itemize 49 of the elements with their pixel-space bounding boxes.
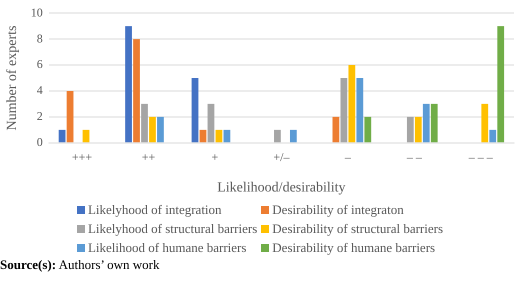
bar: [332, 116, 340, 142]
bar: [66, 90, 74, 142]
bar: [149, 116, 156, 142]
y-tick-label: 2: [36, 109, 43, 124]
bar: [216, 130, 222, 142]
bar: [125, 26, 132, 142]
x-tick-label: – –: [406, 150, 423, 164]
legend-label: Desirability of integraton: [272, 202, 404, 218]
x-tick-label: – – –: [468, 150, 494, 164]
bar: [430, 104, 438, 142]
bar: [356, 78, 364, 142]
x-axis-title: Likelihood/desirability: [217, 180, 346, 196]
legend-label: Desirability of humane barriers: [272, 240, 436, 256]
y-tick-label: 10: [30, 5, 43, 20]
bar: [364, 116, 372, 142]
x-tick-label: ++: [142, 150, 156, 164]
bar: [340, 78, 348, 142]
legend-label: Likelyhood of integration: [88, 202, 222, 218]
bar: [208, 104, 214, 142]
bar: [422, 104, 430, 142]
bar: [497, 26, 504, 142]
bar: [141, 104, 148, 142]
bar: [58, 130, 66, 142]
legend-label: Likelyhood of structural barriers: [88, 221, 258, 237]
bar: [157, 116, 164, 142]
x-tick-label: +: [212, 150, 219, 164]
y-tick-label: 6: [36, 57, 43, 72]
bar: [200, 130, 206, 142]
bar: [406, 116, 414, 142]
legend-label: Likelihood of humane barriers: [88, 240, 246, 256]
bar: [489, 130, 496, 142]
y-tick-label: 4: [36, 83, 43, 98]
bar: [133, 39, 140, 142]
bar: [192, 78, 198, 142]
bar: [348, 65, 356, 142]
source-note: Source(s): Authors’ own work: [0, 257, 160, 272]
bar: [224, 130, 230, 142]
bar: [481, 104, 488, 142]
bar: [82, 130, 90, 142]
bar: [290, 130, 297, 142]
x-tick-label: +/–: [273, 150, 290, 164]
bar: [274, 130, 281, 142]
y-axis-title: Number of experts: [5, 26, 20, 130]
bar: [414, 116, 422, 142]
y-tick-label: 8: [36, 31, 43, 46]
x-tick-label: –: [344, 150, 352, 164]
y-tick-label: 0: [36, 134, 43, 149]
x-tick-label: +++: [72, 150, 92, 164]
legend-label: Desirability of structural barriers: [272, 221, 444, 237]
